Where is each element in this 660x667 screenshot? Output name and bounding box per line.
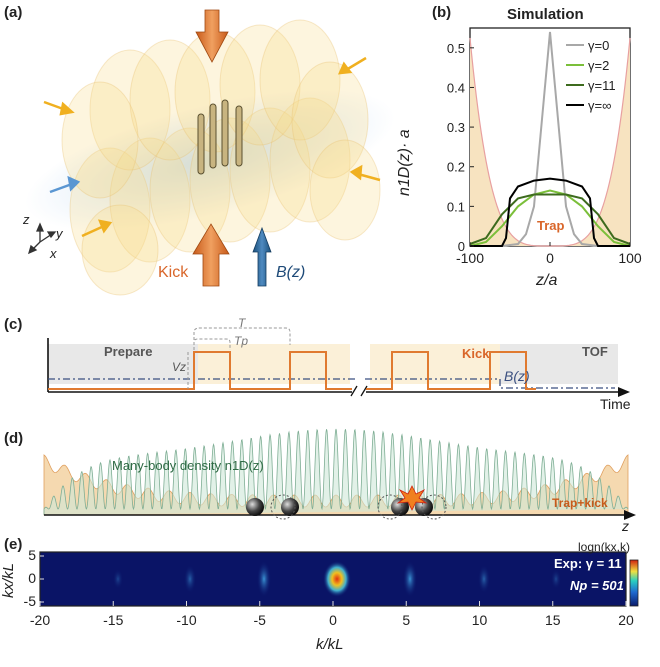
tof-label: TOF xyxy=(582,344,608,359)
y-tick-label: 0.4 xyxy=(447,80,465,95)
density-label: Many-body density n1D(z) xyxy=(112,458,264,473)
kick-phase-label: Kick xyxy=(462,346,490,361)
e-xtick-label: -15 xyxy=(103,612,124,628)
legend-entry-3: γ=∞ xyxy=(588,98,611,113)
series-line-0 xyxy=(470,31,630,247)
y-tick-label: 0.1 xyxy=(447,199,465,214)
axis-x-label: x xyxy=(50,246,57,261)
axis-y-label: y xyxy=(56,226,63,241)
series-line-1 xyxy=(469,189,631,247)
bz-label: B(z) xyxy=(276,264,306,281)
kick-label: Kick xyxy=(158,264,189,281)
x-tick-label: 0 xyxy=(546,250,554,266)
y-tick-label: 0 xyxy=(458,239,465,254)
y-tick-label: 0.5 xyxy=(447,41,465,56)
density-curve xyxy=(43,428,629,515)
density-z-label: z xyxy=(622,518,629,534)
e-xtick-label: 15 xyxy=(544,612,561,628)
panel-label-d: (d) xyxy=(4,430,24,447)
x-tick-label: -100 xyxy=(456,250,484,266)
chart-title: Simulation xyxy=(507,6,584,23)
pulse-Tp-label: Tp xyxy=(234,334,249,348)
atom-group xyxy=(246,485,447,520)
e-ylabel: kx/kL xyxy=(0,562,17,598)
legend-entry-1: γ=2 xyxy=(588,58,609,73)
exp-gamma-label: Exp: γ = 11 xyxy=(554,556,622,571)
e-ytick-label: 5 xyxy=(28,547,36,563)
y-tick-label: 0.2 xyxy=(447,160,465,175)
panel-label-e: (e) xyxy=(4,536,23,553)
panel-label-a: (a) xyxy=(4,4,23,21)
trap-fill xyxy=(470,37,630,247)
chart-series-group xyxy=(469,31,631,247)
series-line-3 xyxy=(470,177,630,247)
e-xtick-label: -20 xyxy=(29,612,51,628)
e-xtick-label: 5 xyxy=(402,612,411,628)
chart-legend: γ=0 γ=2 γ=11 γ=∞ xyxy=(566,38,616,113)
axis-z-label: z xyxy=(23,212,30,227)
series-line-2 xyxy=(469,193,631,245)
e-xtick-label: -10 xyxy=(176,612,197,628)
panel-a-illustration xyxy=(25,9,395,296)
panel-label-c: (c) xyxy=(4,316,23,333)
bz-timeline-label: B(z) xyxy=(504,368,530,384)
e-xlabel: k/kL xyxy=(316,636,344,653)
panel-d-density xyxy=(43,428,636,520)
colorbar xyxy=(629,559,639,607)
panel-label-b: (b) xyxy=(432,4,452,21)
e-ytick-label: -5 xyxy=(23,593,36,609)
legend-entry-0: γ=0 xyxy=(588,38,609,53)
e-xtick-label: 20 xyxy=(618,612,634,628)
x-tick-label: 100 xyxy=(618,250,642,266)
e-ytick-label: 0 xyxy=(28,570,36,586)
prepare-label: Prepare xyxy=(104,344,153,359)
chart-xlabel: z/a xyxy=(536,272,558,289)
e-xtick-label: 0 xyxy=(329,612,337,628)
trap-kick-label: Trap+kick xyxy=(552,496,608,510)
e-xtick-label: 10 xyxy=(471,612,488,628)
trap-label: Trap xyxy=(537,218,565,233)
panel-c-timeline xyxy=(47,327,630,397)
legend-entry-2: γ=11 xyxy=(588,78,616,93)
colorbar-label: logn(kx,k) xyxy=(578,540,631,554)
np-label: Np = 501 xyxy=(570,578,624,593)
period-T-label: T xyxy=(238,316,246,330)
e-xtick-label: -5 xyxy=(253,612,266,628)
time-axis-label: Time xyxy=(600,396,631,412)
chart-ylabel: n1D(z)· a xyxy=(396,129,413,196)
depth-Vz-label: Vz xyxy=(172,360,187,374)
y-tick-label: 0.3 xyxy=(447,120,465,135)
many-body-density-curves xyxy=(43,428,629,515)
panel-e-momentum xyxy=(39,551,639,607)
